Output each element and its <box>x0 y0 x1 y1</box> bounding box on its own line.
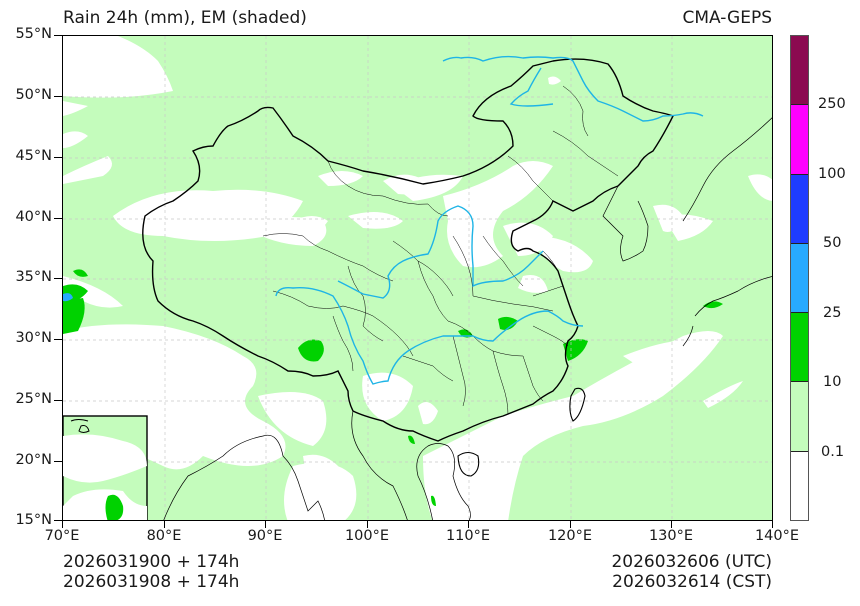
y-tick-mark <box>54 218 62 220</box>
valid-time-cst: 2026032614 (CST) <box>612 572 772 592</box>
x-tick-mark <box>164 521 166 528</box>
y-tick-mark <box>54 96 62 98</box>
colorbar-segment-below-0.1 <box>791 451 808 520</box>
x-tick-mark <box>367 521 369 528</box>
x-tick-mark <box>468 521 470 528</box>
colorbar-label: 10 <box>823 374 842 390</box>
init-time-block: 2026031900 + 174h 2026031908 + 174h <box>63 552 239 592</box>
valid-time-block: 2026032606 (UTC) 2026032614 (CST) <box>611 552 772 592</box>
model-name: CMA-GEPS <box>682 8 772 28</box>
y-tick-label: 50°N <box>15 87 52 103</box>
y-tick-label: 45°N <box>15 148 52 164</box>
y-tick-label: 55°N <box>15 26 52 42</box>
south-china-sea-inset <box>63 415 148 520</box>
x-tick-mark <box>772 521 774 528</box>
x-tick-label: 70°E <box>44 528 80 544</box>
colorbar-label: 50 <box>823 235 842 251</box>
x-tick-mark <box>265 521 267 528</box>
x-tick-label: 110°E <box>445 528 491 544</box>
x-tick-label: 80°E <box>146 528 182 544</box>
colorbar-segment-50-100 <box>791 174 808 244</box>
coastline-south-asia <box>163 434 325 520</box>
y-tick-mark <box>54 339 62 341</box>
y-tick-label: 25°N <box>15 391 52 407</box>
y-tick-mark <box>54 520 62 522</box>
precipitation-map <box>62 35 773 521</box>
colorbar-label: 0.1 <box>821 444 845 460</box>
colorbar-segment-250plus <box>791 36 808 106</box>
x-tick-label: 140°E <box>754 528 800 544</box>
colorbar-segment-100-250 <box>791 105 808 175</box>
coastline-indochina <box>351 410 471 520</box>
y-tick-label: 15°N <box>15 512 52 528</box>
graticule <box>63 36 772 520</box>
x-tick-mark <box>570 521 572 528</box>
colorbar-label: 100 <box>818 166 846 182</box>
y-tick-label: 20°N <box>15 452 52 468</box>
korea-peninsula <box>602 185 649 262</box>
dry-areas <box>63 36 772 520</box>
colorbar-label: 250 <box>818 96 846 112</box>
map-canvas <box>63 36 772 520</box>
provincial-borders <box>262 85 619 415</box>
colorbar-segment-0.1-10 <box>791 382 808 452</box>
colorbar-label: 25 <box>823 305 842 321</box>
y-tick-mark <box>54 461 62 463</box>
hainan-island <box>457 451 480 477</box>
valid-time-utc: 2026032606 (UTC) <box>611 552 772 572</box>
y-tick-mark <box>54 400 62 402</box>
y-tick-mark <box>54 278 62 280</box>
colorbar-segment-10-25 <box>791 313 808 383</box>
x-tick-mark <box>671 521 673 528</box>
y-tick-label: 35°N <box>15 269 52 285</box>
init-time-cst: 2026031908 + 174h <box>63 572 240 592</box>
japan-coast <box>682 117 772 347</box>
x-tick-mark <box>62 521 64 528</box>
y-tick-mark <box>54 157 62 159</box>
x-tick-label: 90°E <box>247 528 283 544</box>
x-tick-label: 130°E <box>648 528 694 544</box>
taiwan-island <box>569 387 586 422</box>
colorbar <box>790 35 809 521</box>
init-time-utc: 2026031900 + 174h <box>63 552 240 572</box>
y-tick-mark <box>54 35 62 37</box>
y-tick-label: 40°N <box>15 209 52 225</box>
x-tick-label: 120°E <box>547 528 593 544</box>
y-tick-label: 30°N <box>15 330 52 346</box>
x-tick-label: 100°E <box>344 528 390 544</box>
rivers <box>275 55 704 385</box>
colorbar-segment-25-50 <box>791 243 808 314</box>
map-title: Rain 24h (mm), EM (shaded) <box>63 8 307 28</box>
